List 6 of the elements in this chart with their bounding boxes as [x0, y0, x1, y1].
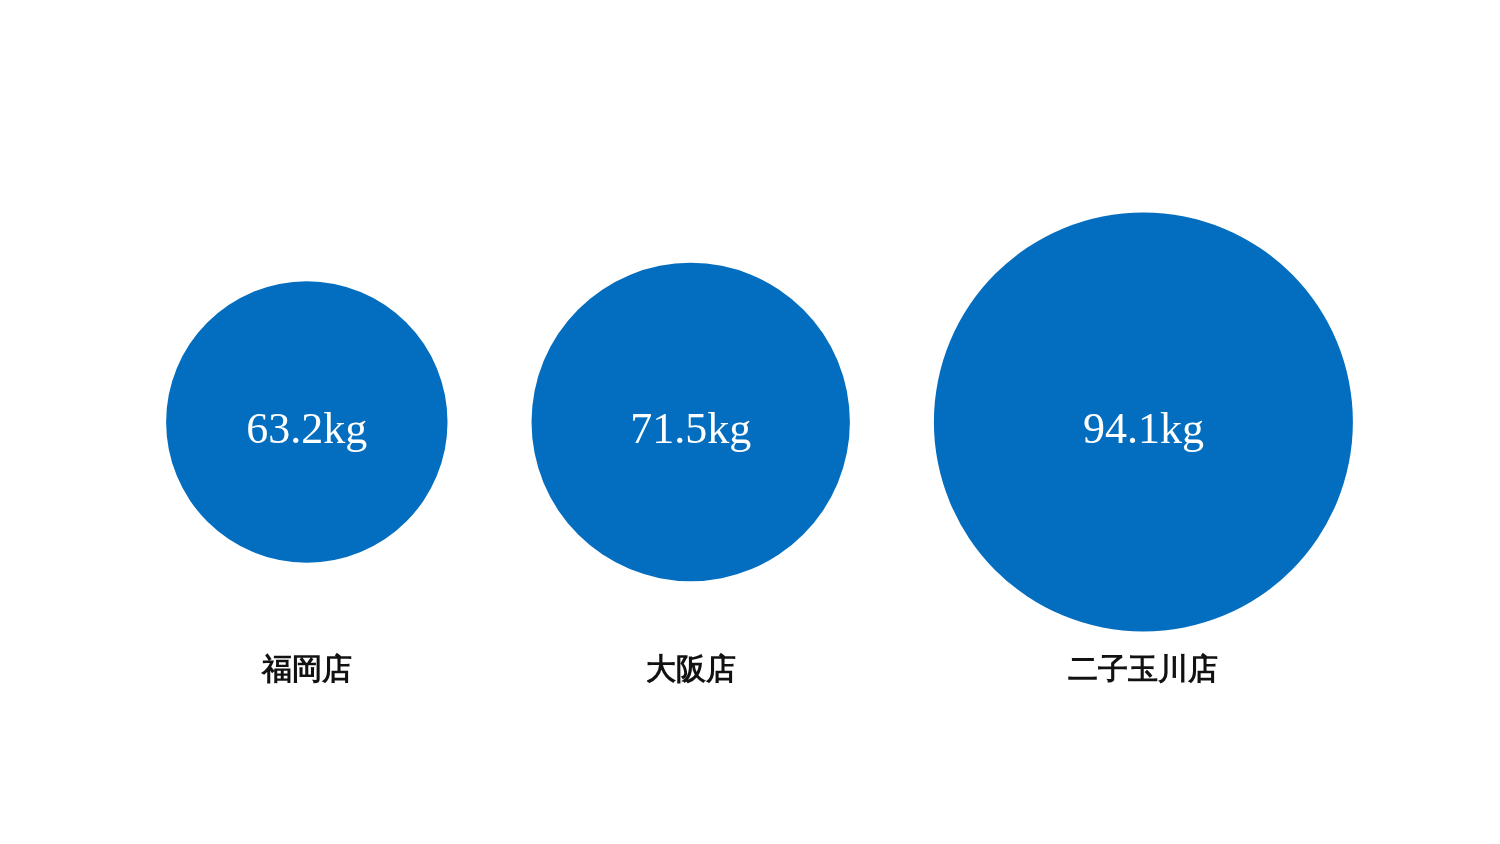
category-label: 大阪店	[645, 651, 736, 686]
data-label: 63.2kg	[246, 404, 368, 453]
data-label: 71.5kg	[630, 404, 752, 453]
category-label: 二子玉川店	[1068, 651, 1219, 686]
category-label: 福岡店	[259, 651, 352, 686]
data-label: 94.1kg	[1082, 404, 1204, 453]
